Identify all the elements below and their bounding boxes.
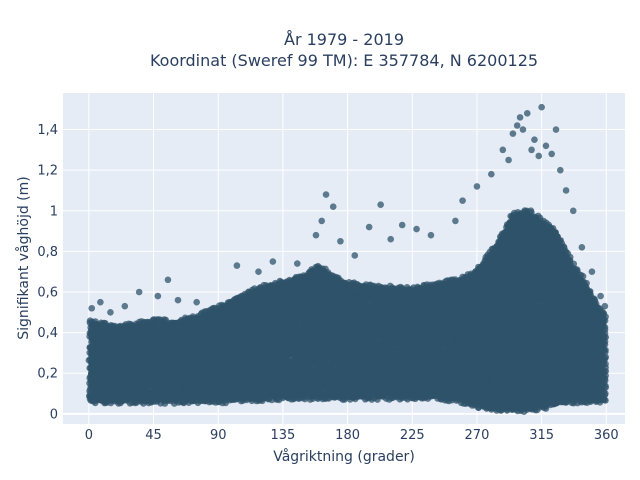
data-points bbox=[85, 103, 609, 416]
